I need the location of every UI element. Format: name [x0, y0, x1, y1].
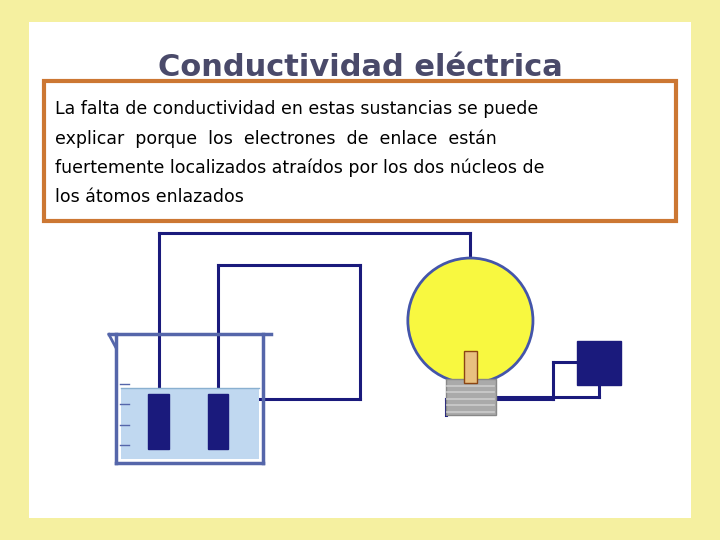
- FancyBboxPatch shape: [43, 82, 677, 221]
- Bar: [148, 394, 168, 449]
- FancyBboxPatch shape: [22, 14, 698, 526]
- Bar: [577, 341, 621, 385]
- Text: los átomos enlazados: los átomos enlazados: [55, 188, 243, 206]
- Text: explicar  porque  los  electrones  de  enlace  están: explicar porque los electrones de enlace…: [55, 129, 496, 148]
- Bar: [446, 379, 496, 415]
- Text: fuertemente localizados atraídos por los dos núcleos de: fuertemente localizados atraídos por los…: [55, 159, 544, 177]
- Text: La falta de conductividad en estas sustancias se puede: La falta de conductividad en estas susta…: [55, 100, 538, 118]
- Circle shape: [408, 258, 533, 383]
- Bar: [464, 351, 477, 383]
- Bar: [121, 388, 258, 458]
- Text: Conductividad eléctrica: Conductividad eléctrica: [158, 53, 562, 82]
- Bar: [208, 394, 228, 449]
